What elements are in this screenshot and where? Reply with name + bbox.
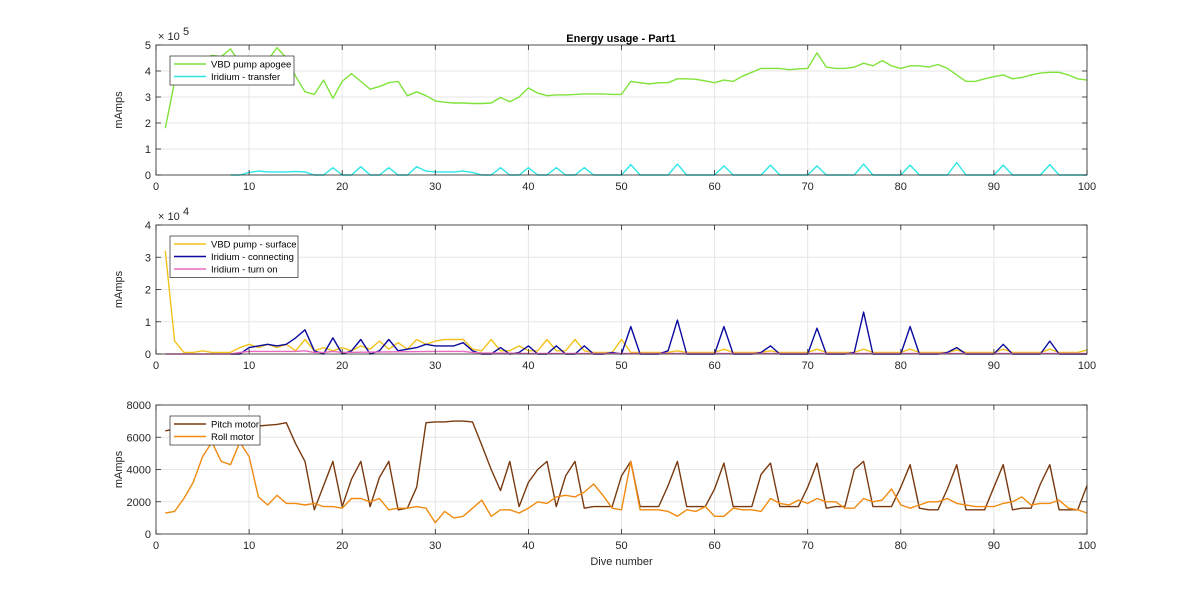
y-tick-label: 0 (145, 170, 151, 182)
y-tick-label: 3 (145, 252, 151, 264)
y-tick-label: 0 (145, 349, 151, 361)
y-tick-label: 4000 (127, 465, 151, 477)
y-tick-label: 0 (145, 529, 151, 541)
legend-entry: Iridium - turn on (211, 265, 278, 276)
x-tick-label: 100 (1078, 181, 1096, 193)
x-tick-label: 70 (802, 181, 814, 193)
x-tick-label: 60 (708, 540, 720, 552)
x-tick-label: 70 (802, 360, 814, 372)
x-tick-label: 50 (615, 360, 627, 372)
chart-title: Energy usage - Part1 (566, 33, 675, 45)
y-tick-label: 3 (145, 92, 151, 104)
x-tick-label: 70 (802, 540, 814, 552)
x-tick-label: 40 (522, 360, 534, 372)
y-tick-label: 2 (145, 285, 151, 297)
x-tick-label: 100 (1078, 360, 1096, 372)
y-tick-label: 2 (145, 118, 151, 130)
y-exponent-label: × 10 (158, 211, 180, 223)
x-tick-label: 30 (429, 540, 441, 552)
x-tick-label: 20 (336, 540, 348, 552)
x-axis-label: Dive number (590, 556, 653, 568)
x-tick-label: 90 (988, 360, 1000, 372)
x-tick-label: 50 (615, 540, 627, 552)
y-axis-label: mAmps (113, 91, 125, 129)
x-tick-label: 100 (1078, 540, 1096, 552)
legend-entry: VBD pump - surface (211, 240, 297, 251)
y-tick-label: 5 (145, 40, 151, 52)
x-tick-label: 60 (708, 181, 720, 193)
subplot-3: 0 10 20 30 40 50 60 70 80 90 100 0 2000 4000 6000 8000 m… (113, 400, 1096, 568)
legend-box (169, 415, 261, 446)
x-tick-label: 0 (153, 540, 159, 552)
x-tick-label: 80 (895, 360, 907, 372)
y-axis-label: mAmps (113, 450, 125, 488)
x-tick-label: 20 (336, 360, 348, 372)
x-tick-label: 30 (429, 181, 441, 193)
x-tick-label: 60 (708, 360, 720, 372)
x-tick-label: 40 (522, 181, 534, 193)
y-axis-label: mAmps (113, 270, 125, 308)
y-exponent-label: × 10 (158, 31, 180, 43)
x-tick-label: 0 (153, 181, 159, 193)
y-exponent-power: 4 (183, 206, 189, 218)
x-tick-label: 80 (895, 181, 907, 193)
y-tick-label: 2000 (127, 497, 151, 509)
y-tick-label: 1 (145, 144, 151, 156)
x-tick-label: 10 (243, 360, 255, 372)
legend-entry: Roll motor (211, 432, 254, 443)
legend-box (169, 55, 295, 86)
series-line-3 (165, 350, 1087, 355)
series-line-2 (165, 441, 1088, 524)
y-tick-label: 4 (145, 66, 151, 78)
x-tick-label: 10 (243, 181, 255, 193)
y-tick-label: 8000 (127, 400, 151, 412)
series-line-1 (164, 250, 1088, 354)
x-tick-label: 80 (895, 540, 907, 552)
series-line-1 (165, 420, 1088, 511)
legend-entry: Pitch motor (211, 420, 259, 431)
x-tick-label: 90 (988, 181, 1000, 193)
x-tick-label: 90 (988, 540, 1000, 552)
x-tick-label: 10 (243, 540, 255, 552)
y-exponent-power: 5 (183, 26, 189, 38)
y-tick-label: 4 (145, 220, 151, 232)
legend-entry: Iridium - connecting (211, 252, 294, 263)
series-line-1 (164, 46, 1088, 129)
x-tick-label: 20 (336, 181, 348, 193)
x-tick-label: 40 (522, 540, 534, 552)
x-tick-label: 50 (615, 181, 627, 193)
legend-entry: Iridium - transfer (211, 72, 280, 83)
legend-entry: VBD pump apogee (211, 60, 291, 71)
x-tick-label: 0 (153, 360, 159, 372)
y-tick-label: 6000 (127, 432, 151, 444)
x-tick-label: 30 (429, 360, 441, 372)
y-tick-label: 1 (145, 317, 151, 329)
